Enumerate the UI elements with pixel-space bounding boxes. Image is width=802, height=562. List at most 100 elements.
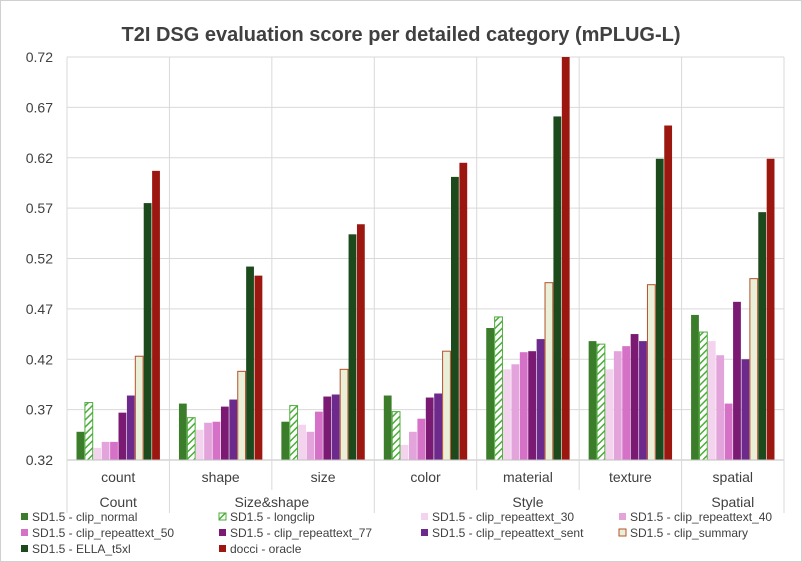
legend-label: SD1.5 - clip_normal <box>32 510 137 524</box>
bar <box>178 403 187 460</box>
bar <box>519 352 528 460</box>
legend-swatch <box>21 513 28 520</box>
bar <box>126 395 135 460</box>
bar <box>425 397 434 460</box>
bar <box>486 328 495 460</box>
legend-label: SD1.5 - clip_summary <box>630 526 748 540</box>
y-tick-label: 0.67 <box>26 99 53 115</box>
legend-label: docci - oracle <box>230 542 302 556</box>
legend: SD1.5 - clip_normal SD1.5 - longclip SD1.5… <box>21 510 772 556</box>
x-tick-label: color <box>410 469 441 485</box>
legend-label: SD1.5 - clip_repeattext_77 <box>230 526 372 540</box>
bar <box>101 441 110 460</box>
legend-label: SD1.5 - clip_repeattext_50 <box>32 526 174 540</box>
legend-label: SD1.5 - ELLA_t5xl <box>32 542 131 556</box>
bar <box>528 351 537 460</box>
bar <box>758 212 767 460</box>
legend-label: SD1.5 - longclip <box>230 510 315 524</box>
bar <box>391 411 401 461</box>
bar <box>655 158 664 460</box>
bar <box>503 369 511 460</box>
bar <box>306 431 315 460</box>
bar <box>605 369 614 460</box>
bar <box>630 334 639 460</box>
bar <box>118 412 127 460</box>
chart-title: T2I DSG evaluation score per detailed ca… <box>121 24 680 46</box>
y-tick-label: 0.62 <box>26 150 53 166</box>
x-tick-label: material <box>503 469 553 485</box>
bar <box>93 447 102 460</box>
bar <box>134 355 144 461</box>
bar <box>536 339 545 460</box>
bar <box>741 359 750 460</box>
legend-swatch <box>619 513 626 520</box>
bar <box>561 57 570 460</box>
bar <box>442 350 451 461</box>
bar <box>646 284 656 461</box>
bar <box>204 422 212 460</box>
legend-label: SD1.5 - clip_repeattext_sent <box>432 526 584 540</box>
x-axis: count shape size color material texture spatia… <box>66 57 785 513</box>
bar <box>417 418 426 460</box>
bar <box>186 417 196 461</box>
legend-swatch <box>219 529 226 536</box>
bar <box>339 368 349 461</box>
bar <box>143 203 152 460</box>
bar <box>383 395 392 460</box>
legend-swatch <box>21 545 28 552</box>
bar <box>237 370 247 461</box>
bar <box>553 116 562 460</box>
bar <box>494 316 503 461</box>
x-tick-label: count <box>101 469 135 485</box>
y-tick-label: 0.57 <box>26 200 53 216</box>
bar <box>707 341 716 460</box>
bar <box>289 405 299 461</box>
group-label: Count <box>100 494 137 510</box>
x-tick-label: spatial <box>713 469 753 485</box>
bar <box>511 364 520 460</box>
bar <box>639 341 647 460</box>
bar <box>434 393 442 460</box>
legend-swatch <box>421 513 428 520</box>
bar <box>76 431 85 460</box>
bar <box>348 234 357 460</box>
bar <box>733 301 741 460</box>
bar <box>698 331 708 461</box>
bar <box>622 346 631 460</box>
bar <box>331 394 340 460</box>
bar <box>220 406 229 460</box>
bar <box>691 314 699 460</box>
x-tick-label: texture <box>609 469 652 485</box>
legend-label: SD1.5 - clip_repeattext_30 <box>432 510 574 524</box>
bar <box>212 421 221 460</box>
bar <box>766 158 775 460</box>
group-label: Spatial <box>711 494 754 510</box>
group-label: Style <box>512 494 543 510</box>
y-tick-label: 0.37 <box>26 402 53 418</box>
bar <box>459 162 468 460</box>
bar <box>356 224 365 460</box>
bar <box>724 403 733 460</box>
bar <box>254 275 263 460</box>
legend-swatch <box>218 512 227 521</box>
y-tick-label: 0.32 <box>26 452 53 468</box>
bar <box>152 170 160 460</box>
bar <box>246 266 254 460</box>
bar <box>229 399 238 460</box>
legend-swatch <box>421 529 428 536</box>
legend-swatch <box>219 545 226 552</box>
y-tick-label: 0.72 <box>26 49 53 65</box>
legend-label: SD1.5 - clip_repeattext_40 <box>630 510 772 524</box>
y-tick-label: 0.42 <box>26 351 53 367</box>
bar <box>749 278 759 461</box>
bar <box>195 429 204 460</box>
bar <box>664 125 673 460</box>
bar <box>281 421 290 460</box>
bar <box>298 424 306 460</box>
bar <box>110 441 118 460</box>
bar <box>400 444 409 460</box>
y-axis-ticks: 0.32 0.37 0.42 0.47 0.52 0.57 0.62 0.67 0.72 <box>26 49 53 468</box>
bar <box>544 282 554 461</box>
